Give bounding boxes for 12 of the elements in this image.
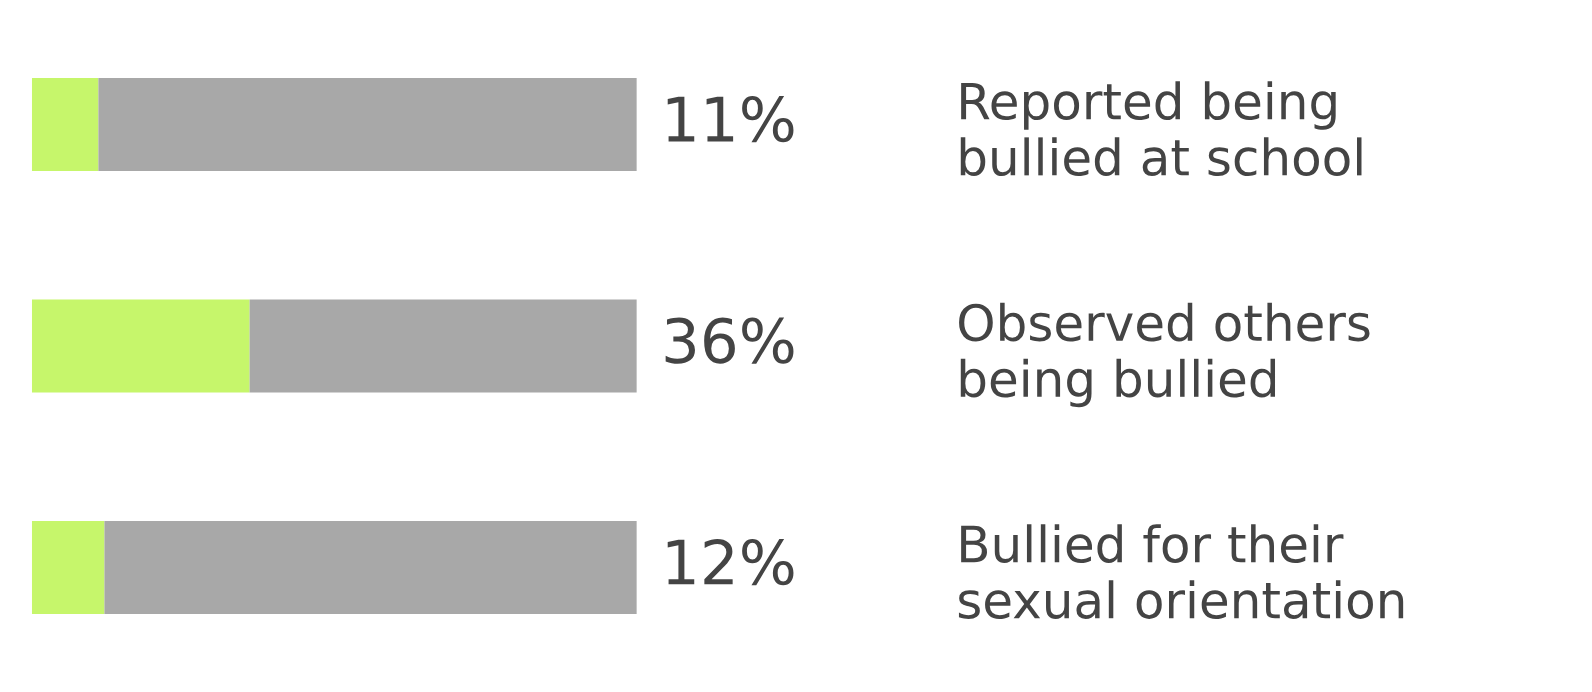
y-tick-label: Bullied for their sexual orientation bbox=[958, 524, 1404, 619]
bar bbox=[98, 78, 637, 172]
y-tick-label: Observed others being bullied bbox=[959, 302, 1370, 408]
bar bbox=[104, 520, 637, 614]
bar bbox=[31, 78, 99, 172]
bar bbox=[249, 299, 637, 393]
y-tick-label: Reported being bullied at school bbox=[960, 81, 1362, 177]
bar bbox=[31, 299, 250, 393]
data-label: 12% bbox=[667, 538, 794, 586]
data-label: 11% bbox=[667, 96, 794, 143]
bar bbox=[31, 520, 105, 614]
data-label: 36% bbox=[665, 317, 794, 364]
